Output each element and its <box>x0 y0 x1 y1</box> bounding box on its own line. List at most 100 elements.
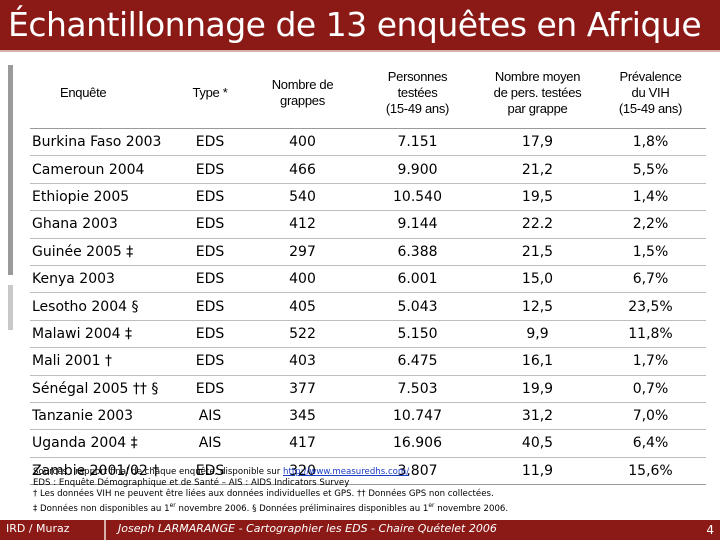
table-cell: 12,5 <box>480 292 595 321</box>
table-cell: 3.807 <box>355 456 480 486</box>
survey-name-cell: Uganda 2004 ‡ <box>30 429 170 458</box>
availability-note-part: novembre 2006. § Données préliminaires d… <box>175 503 429 514</box>
sources-prefix: Sources : rapport final de chaque enquêt… <box>33 467 283 477</box>
column-header-line: (15-49 ans) <box>618 101 683 116</box>
table-cell: 40,5 <box>480 429 595 458</box>
table-cell: 403 <box>250 347 355 376</box>
table-cell: 19,5 <box>480 182 595 211</box>
column-header: Enquête <box>30 58 170 129</box>
table-cell: 17,9 <box>480 127 595 156</box>
table-cell: 6.475 <box>355 347 480 376</box>
left-accent-bar-lower <box>8 285 13 330</box>
table-cell: 345 <box>250 401 355 430</box>
table-cell: EDS <box>170 374 250 403</box>
table-cell: 6.388 <box>355 237 480 266</box>
column-header: Nombre de grappes <box>250 58 355 129</box>
table-cell: 400 <box>250 127 355 156</box>
table-cell: 1,5% <box>595 237 706 266</box>
dagger-note: † Les données VIH ne peuvent être liées … <box>33 489 494 499</box>
table-cell: 10.747 <box>355 401 480 430</box>
survey-name-cell: Lesotho 2004 § <box>30 292 170 321</box>
table-cell: 1,7% <box>595 347 706 376</box>
table-cell: 22.2 <box>480 210 595 239</box>
column-header-line: Enquête <box>60 85 107 100</box>
table-cell: 5.150 <box>355 319 480 348</box>
table-header-row: Enquête Type * Nombre de grappes Personnes te… <box>30 58 706 129</box>
table-cell: EDS <box>170 155 250 184</box>
table-cell: 400 <box>250 264 355 293</box>
survey-name-cell: Mali 2001 † <box>30 347 170 376</box>
table-cell: EDS <box>170 127 250 156</box>
table-cell: 21,5 <box>480 237 595 266</box>
table-cell: 15,6% <box>595 456 706 486</box>
superscript: er <box>428 502 435 509</box>
column-header-line: Nombre moyen <box>494 69 581 84</box>
column-header: Prévalence du VIH (15-49 ans) <box>595 58 706 129</box>
table-cell: 377 <box>250 374 355 403</box>
table-row: Kenya 2003 EDS 400 6.001 15,0 6,7% <box>30 264 706 293</box>
abbreviations-note: EDS : Enquête Démographique et de Santé … <box>33 478 350 488</box>
survey-name-cell: Tanzanie 2003 <box>30 401 170 430</box>
column-header: Personnes testées (15-49 ans) <box>355 58 480 129</box>
table-cell: 6.001 <box>355 264 480 293</box>
table-cell: 21,2 <box>480 155 595 184</box>
survey-name-cell: Kenya 2003 <box>30 264 170 293</box>
table-row: Zambie 2001/02 † EDS 320 3.807 11,9 15,6% <box>30 456 706 486</box>
table-cell: EDS <box>170 292 250 321</box>
table-row: Mali 2001 † EDS 403 6.475 16,1 1,7% <box>30 347 706 376</box>
table-cell: EDS <box>170 210 250 239</box>
availability-note: ‡ Données non disponibles au 1er novembr… <box>33 500 508 515</box>
table-cell: 1,4% <box>595 182 706 211</box>
survey-name-cell: Guinée 2005 ‡ <box>30 237 170 266</box>
table-cell: 522 <box>250 319 355 348</box>
sources-link[interactable]: http://www.measuredhs.com/ <box>283 467 410 477</box>
left-accent-bar <box>8 65 13 275</box>
table-cell: 7,0% <box>595 401 706 430</box>
survey-name-cell: Sénégal 2005 †† § <box>30 374 170 403</box>
table-cell: 1,8% <box>595 127 706 156</box>
table-cell: 412 <box>250 210 355 239</box>
table-cell: 11,9 <box>480 456 595 486</box>
survey-table: Enquête Type * Nombre de grappes Personnes te… <box>30 58 706 486</box>
table-cell: 10.540 <box>355 182 480 211</box>
column-header-line: grappes <box>280 93 325 108</box>
column-header-line: du VIH <box>631 85 670 100</box>
table-row: Burkina Faso 2003 EDS 400 7.151 17,9 1,8% <box>30 127 706 156</box>
table-cell: 320 <box>250 456 355 486</box>
table-cell: 417 <box>250 429 355 458</box>
table-cell: 466 <box>250 155 355 184</box>
table-cell: 5.043 <box>355 292 480 321</box>
title-bar: Échantillonnage de 13 enquêtes en Afriqu… <box>0 0 720 50</box>
table-cell: 9,9 <box>480 319 595 348</box>
column-header: Type * <box>170 58 250 129</box>
page-number: 4 <box>706 523 714 537</box>
footnotes: Sources : rapport final de chaque enquêt… <box>33 467 508 515</box>
column-header-line: Type * <box>192 85 228 100</box>
table-cell: AIS <box>170 429 250 458</box>
table-cell: 9.144 <box>355 210 480 239</box>
table-cell: 16.906 <box>355 429 480 458</box>
column-header-line: Nombre de <box>271 77 334 92</box>
table-cell: 405 <box>250 292 355 321</box>
table-cell: 7.151 <box>355 127 480 156</box>
survey-name-cell: Zambie 2001/02 † <box>30 456 170 486</box>
table-row: Guinée 2005 ‡ EDS 297 6.388 21,5 1,5% <box>30 237 706 266</box>
slide-title: Échantillonnage de 13 enquêtes en Afriqu… <box>8 5 702 44</box>
footer-org: IRD / Muraz <box>6 522 70 535</box>
table-cell: 31,2 <box>480 401 595 430</box>
survey-name-cell: Ghana 2003 <box>30 210 170 239</box>
column-header-line: testées <box>397 85 438 100</box>
table-cell: 11,8% <box>595 319 706 348</box>
column-header-line: de pers. testées <box>493 85 582 100</box>
title-divider <box>0 50 720 52</box>
table-row: Lesotho 2004 § EDS 405 5.043 12,5 23,5% <box>30 292 706 321</box>
table-cell: 5,5% <box>595 155 706 184</box>
footer-bar: IRD / Muraz Joseph LARMARANGE - Cartogra… <box>0 520 720 540</box>
table-row: Cameroun 2004 EDS 466 9.900 21,2 5,5% <box>30 155 706 184</box>
table-row: Ghana 2003 EDS 412 9.144 22.2 2,2% <box>30 210 706 239</box>
survey-name-cell: Cameroun 2004 <box>30 155 170 184</box>
table-cell: 9.900 <box>355 155 480 184</box>
availability-note-part: novembre 2006. <box>434 503 509 514</box>
table-cell: 297 <box>250 237 355 266</box>
table-cell: 2,2% <box>595 210 706 239</box>
